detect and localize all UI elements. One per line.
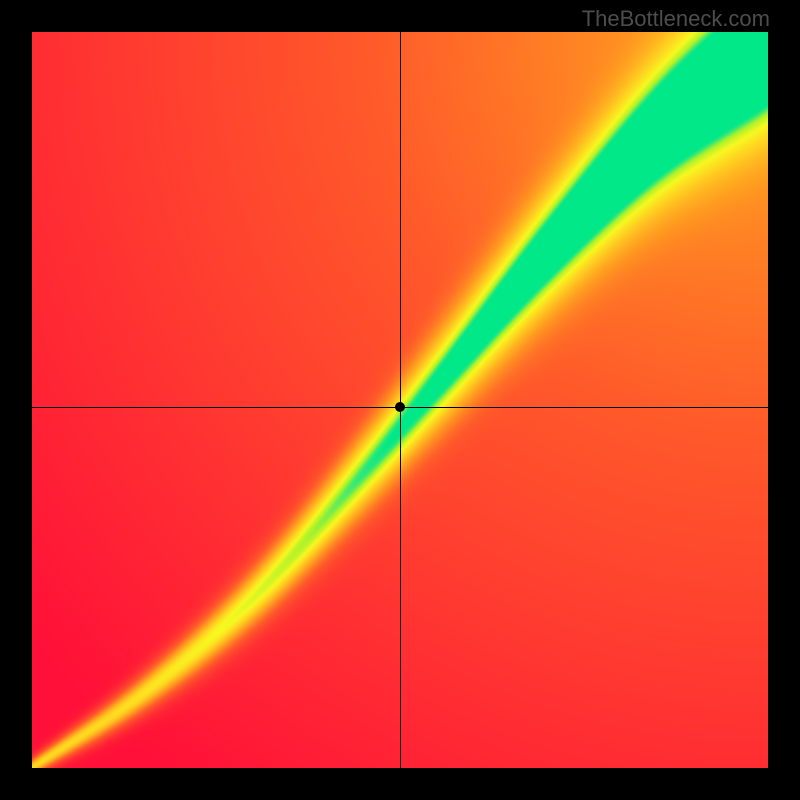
bottleneck-heatmap — [32, 32, 768, 768]
watermark-text: TheBottleneck.com — [582, 6, 770, 32]
crosshair-vertical — [400, 32, 401, 768]
crosshair-marker — [395, 402, 405, 412]
